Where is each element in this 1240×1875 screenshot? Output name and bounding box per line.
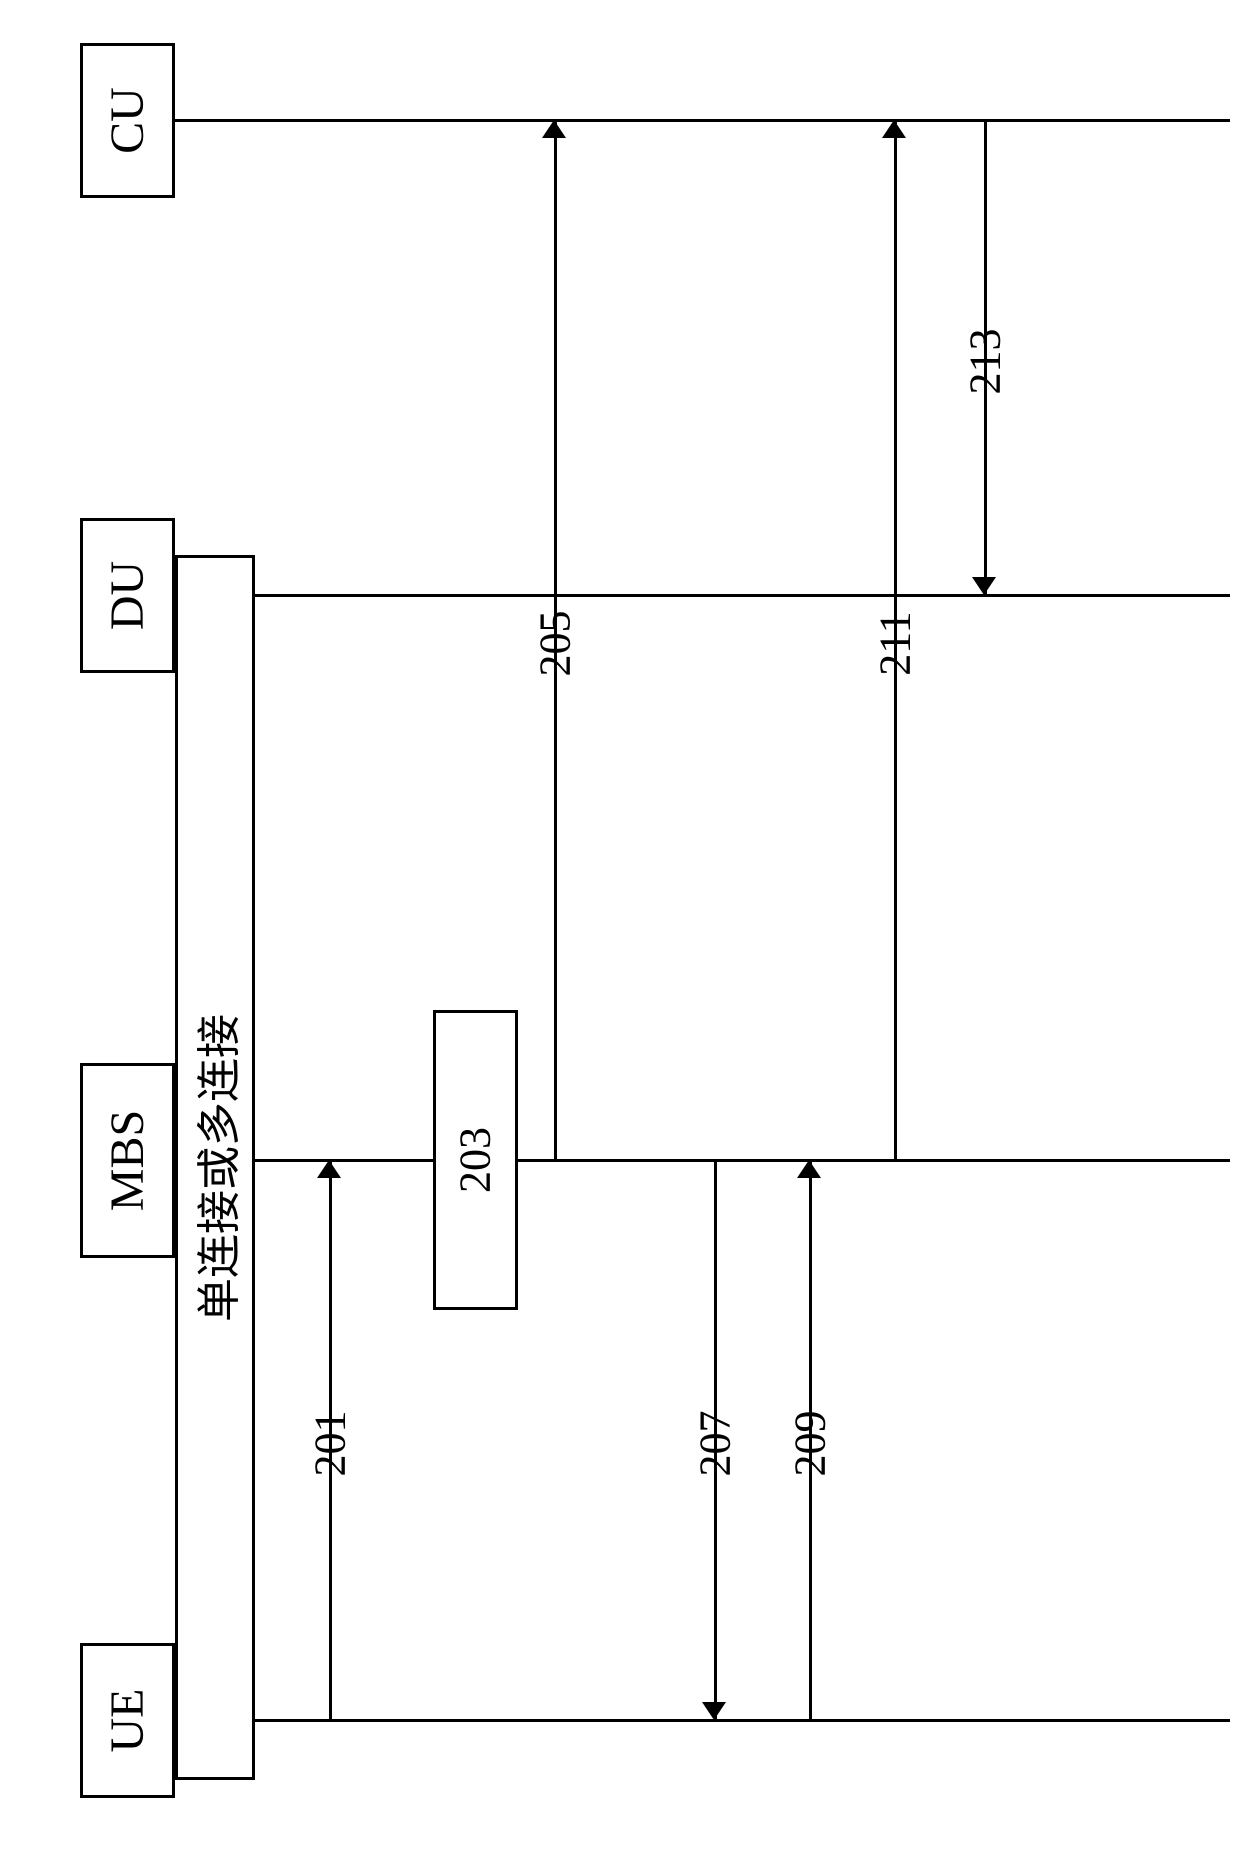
message-label-209: 209 bbox=[785, 1384, 836, 1504]
sequence-diagram: 201 205 207 209 211 213 单连接或多连接 203 UE MBS DU CU bbox=[0, 0, 1240, 1875]
arrowhead bbox=[542, 120, 566, 138]
connection-box: 单连接或多连接 bbox=[175, 555, 255, 1780]
lane-box-du: DU bbox=[80, 518, 175, 673]
message-label-211: 211 bbox=[870, 584, 921, 704]
connection-box-label: 单连接或多连接 bbox=[183, 1014, 247, 1322]
step-box-203-label: 203 bbox=[450, 1127, 501, 1193]
lane-box-cu: CU bbox=[80, 43, 175, 198]
lane-box-mbs: MBS bbox=[80, 1063, 175, 1258]
arrowhead bbox=[972, 577, 996, 595]
message-label-213: 213 bbox=[960, 301, 1011, 421]
arrowhead bbox=[317, 1160, 341, 1178]
message-label-205: 205 bbox=[530, 584, 581, 704]
step-box-203: 203 bbox=[433, 1010, 518, 1310]
arrowhead bbox=[702, 1702, 726, 1720]
message-label-207: 207 bbox=[690, 1384, 741, 1504]
lane-box-ue: UE bbox=[80, 1643, 175, 1798]
message-label-201: 201 bbox=[305, 1384, 356, 1504]
arrowhead bbox=[882, 120, 906, 138]
lifeline-cu bbox=[175, 119, 1230, 122]
lifeline-du bbox=[175, 594, 1230, 597]
arrowhead bbox=[797, 1160, 821, 1178]
